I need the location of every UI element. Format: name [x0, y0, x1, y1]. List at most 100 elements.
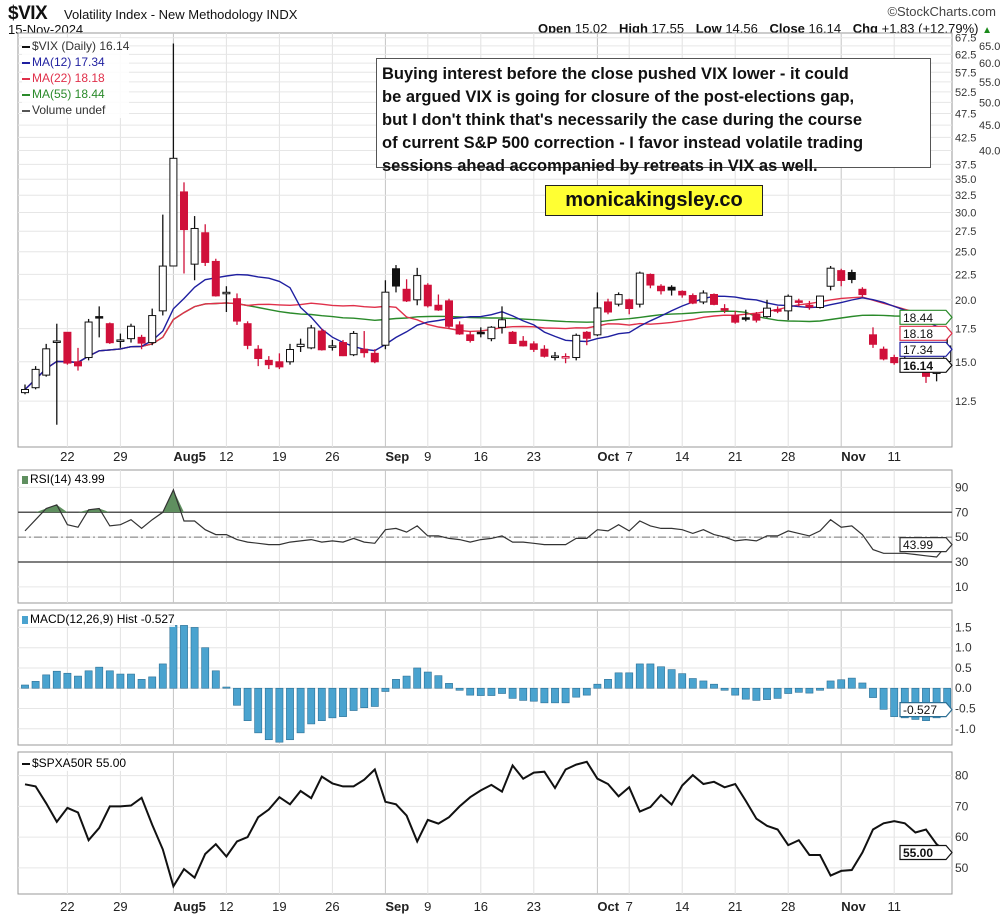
- candle-body: [243, 323, 252, 346]
- macd-histogram-bar: [105, 670, 114, 689]
- candle-body: [540, 348, 549, 357]
- macd-histogram-bar: [773, 687, 782, 699]
- candle-body: [816, 295, 824, 308]
- macd-histogram-bar: [816, 687, 824, 691]
- macd-histogram-bar: [625, 672, 634, 689]
- candle-body: [551, 355, 559, 358]
- candle-body: [646, 273, 655, 286]
- candle: [826, 265, 835, 291]
- x-tick-label: 21: [728, 899, 742, 914]
- candle: [63, 331, 72, 365]
- candle: [582, 331, 591, 346]
- macd-histogram-bar: [858, 682, 867, 689]
- x-tick-label: Aug5: [173, 449, 206, 464]
- macd-histogram-bar: [402, 675, 411, 689]
- candle-body: [699, 292, 708, 303]
- candle-body: [604, 301, 612, 313]
- candle: [816, 295, 824, 309]
- annotation-line: sessions ahead accompanied by retreats i…: [382, 157, 818, 175]
- candle-body: [42, 348, 51, 376]
- candle-body: [169, 157, 178, 267]
- y-tick-label: 35.0: [955, 174, 976, 186]
- y-tick-label: 57.5: [955, 67, 976, 79]
- legend-label: Volume undef: [32, 103, 106, 117]
- candle-body: [180, 191, 188, 231]
- candle-body: [84, 321, 93, 359]
- macd-histogram-bar: [264, 687, 273, 741]
- candle: [52, 323, 61, 425]
- macd-histogram-bar: [339, 687, 347, 717]
- candle: [572, 333, 581, 361]
- candle: [392, 265, 400, 293]
- y-tick-label: 47.5: [955, 108, 976, 120]
- macd-histogram-bar: [635, 663, 644, 689]
- candle-body: [741, 317, 750, 320]
- candle: [31, 366, 40, 390]
- value-tag-label: 18.44: [903, 311, 933, 325]
- y-tick-label: 20.0: [955, 295, 976, 307]
- macd-histogram-bar: [201, 647, 210, 689]
- candle: [784, 294, 793, 321]
- macd-histogram-bar: [582, 687, 591, 696]
- candle-body: [529, 343, 538, 350]
- y-tick-label: 30.0: [955, 207, 976, 219]
- macd-histogram-bar: [275, 687, 284, 743]
- candle-body: [805, 304, 814, 308]
- candle-body: [752, 313, 761, 321]
- macd-histogram-bar: [869, 687, 877, 698]
- candle: [360, 331, 369, 358]
- macd-histogram-bar: [254, 687, 263, 734]
- y-tick-label: 37.5: [955, 159, 976, 171]
- candle: [678, 290, 687, 298]
- candle-body: [614, 294, 623, 305]
- macd-histogram-bar: [455, 687, 464, 691]
- macd-histogram-bar: [317, 687, 326, 721]
- stockcharts-copyright[interactable]: ©StockCharts.com: [887, 4, 996, 19]
- symbol-description: Volatility Index - New Methodology INDX: [64, 7, 298, 22]
- candle: [625, 298, 634, 315]
- value-tag-shape: [899, 844, 953, 861]
- candle-body: [222, 291, 231, 295]
- candle-body: [190, 227, 199, 265]
- macd-histogram-bar: [127, 673, 135, 689]
- candle: [890, 354, 899, 365]
- open-label: Open: [537, 21, 572, 36]
- macd-histogram-bar: [805, 687, 814, 694]
- candle: [498, 306, 506, 334]
- macd-histogram-bar: [148, 676, 157, 689]
- spxa50r-legend: $SPXA50R 55.00: [22, 755, 127, 771]
- value-tag-shape: [899, 702, 953, 718]
- y-tick-label: 10: [955, 580, 969, 594]
- x-tick-label: 22: [60, 899, 74, 914]
- x-tick-label: 7: [626, 449, 633, 464]
- macd-histogram-bar: [137, 679, 146, 689]
- value-tag-label: 16.14: [903, 359, 933, 373]
- candle-body: [572, 334, 581, 359]
- panel-frame: [17, 751, 953, 895]
- annotation-box: Buying interest before the close pushed …: [376, 58, 931, 175]
- x-tick-label: 9: [424, 899, 431, 914]
- candle: [561, 353, 570, 364]
- x-tick-label: 28: [781, 899, 795, 914]
- candle-body: [105, 323, 114, 344]
- macd-histogram-bar: [116, 673, 125, 689]
- candlestick-icon: [22, 45, 30, 48]
- candle: [741, 309, 750, 322]
- y-tick-label: 52.5: [955, 87, 976, 99]
- y-tick-label: -1.0: [955, 722, 976, 736]
- macd-histogram-bar: [752, 687, 761, 701]
- macd-histogram-bar: [519, 687, 528, 701]
- candle-body: [476, 331, 485, 335]
- candle-body: [211, 260, 220, 297]
- candle: [349, 331, 358, 357]
- legend-label: $VIX (Daily) 16.14: [32, 39, 130, 53]
- macd-histogram-bar: [657, 666, 665, 689]
- candle-body: [127, 325, 135, 340]
- macd-histogram-bar: [158, 663, 167, 689]
- value-tag-shape: [899, 536, 953, 553]
- candle-body: [593, 307, 602, 336]
- value-tag-label: 43.99: [903, 538, 933, 552]
- macd-histogram-bar: [243, 687, 252, 721]
- candle-body: [21, 388, 29, 394]
- candle: [105, 322, 114, 344]
